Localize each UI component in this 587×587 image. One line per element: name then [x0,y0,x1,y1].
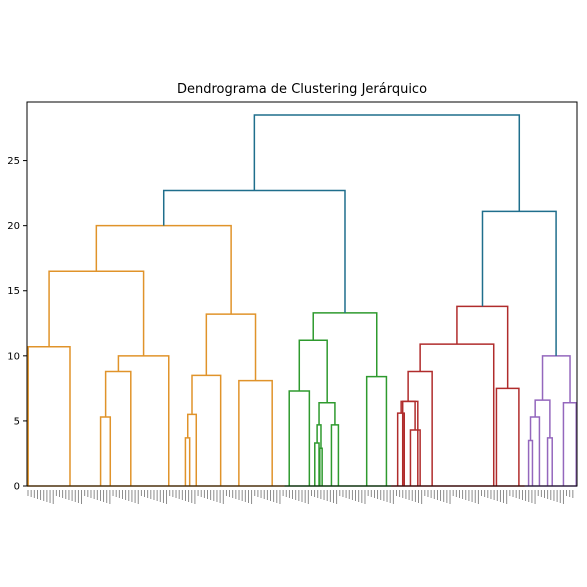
dendrogram-link-36 [253,114,521,212]
dendrogram-link-6 [186,413,198,486]
dendrogram-link-2 [104,370,132,486]
y-tick-label-0: 0 [14,482,20,493]
y-tick-label-20: 20 [7,221,20,232]
dendrogram-link-32 [534,399,551,438]
dendrogram-link-27 [495,387,520,486]
dendrogram-link-29 [527,439,534,486]
dendrogram-link-10 [95,224,232,315]
dendrogram-links [27,114,577,487]
y-tick-label-10: 10 [7,351,20,362]
dendrogram-link-15 [330,424,340,486]
dendrogram-link-31 [546,437,553,486]
dendrogram-link-26 [419,343,495,486]
dendrogram-link-4 [48,270,145,356]
y-axis-ticks: 0 5 10 15 20 25 [7,156,27,493]
dendrogram-link-0 [27,345,71,486]
dendrogram-link-3 [117,355,170,486]
dendrogram-link-5 [184,437,191,486]
dendrogram-link-24 [400,400,416,431]
dendrogram-link-19 [312,312,378,377]
dendrogram-link-7 [191,374,222,486]
axes-frame [26,101,578,487]
y-tick-label-15: 15 [7,286,20,297]
dendrogram-link-33 [562,401,577,486]
dendrogram-link-20 [162,189,346,313]
dendrogram-link-18 [365,375,388,486]
dendrogram-link-8 [238,379,273,486]
leaf-label-strip [27,490,574,504]
dendrogram-link-12 [314,442,320,486]
dendrogram-link-25 [407,370,433,486]
dendrogram-link-11 [288,390,311,486]
dendrogram-link-35 [481,210,557,356]
dendrogram-link-9 [205,313,257,381]
dendrogram-link-34 [541,355,571,403]
y-tick-label-5: 5 [14,416,20,427]
dendrogram-link-17 [298,339,328,403]
dendrogram-link-23 [409,429,421,486]
y-tick-label-25: 25 [7,156,20,167]
dendrogram-link-1 [99,416,112,486]
dendrogram-link-28 [456,305,509,389]
chart-title: Dendrograma de Clustering Jerárquico [176,82,428,97]
plot-frame [26,101,578,487]
dendrogram-link-13 [319,447,323,486]
dendrogram-link-16 [318,401,336,425]
